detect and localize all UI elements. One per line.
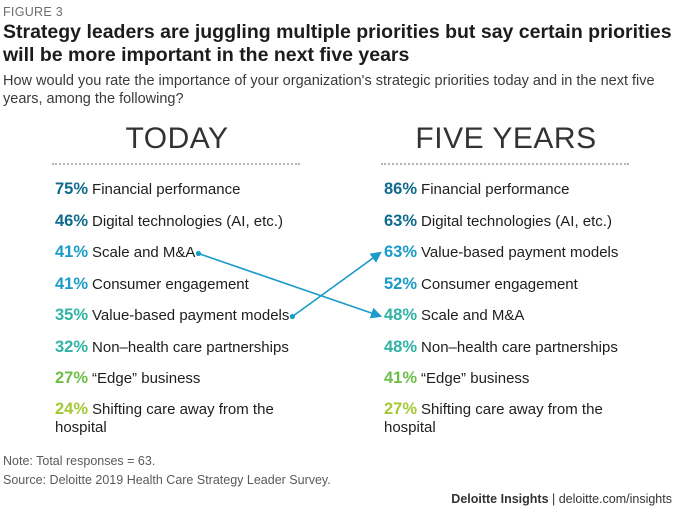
priority-percent: 52% bbox=[384, 275, 418, 293]
priority-percent: 27% bbox=[55, 369, 89, 387]
priority-item-today: 46% Digital technologies (AI, etc.) bbox=[55, 212, 325, 231]
priority-label: Value-based payment models bbox=[92, 307, 290, 324]
priority-label: “Edge” business bbox=[92, 370, 201, 387]
source-text: Source: Deloitte 2019 Health Care Strate… bbox=[3, 473, 331, 487]
column-header-today: TODAY bbox=[125, 122, 229, 155]
note-text: Note: Total responses = 63. bbox=[3, 454, 156, 468]
priority-item-today: 41% Scale and M&A bbox=[55, 243, 325, 262]
priority-item-today: 35% Value-based payment models bbox=[55, 306, 325, 325]
priority-percent: 63% bbox=[384, 243, 418, 261]
priority-item-five-years: 48% Non–health care partnerships bbox=[384, 338, 654, 357]
priority-item-five-years: 48% Scale and M&A bbox=[384, 306, 654, 325]
credit-brand: Deloitte Insights bbox=[451, 492, 549, 506]
priority-item-today: 32% Non–health care partnerships bbox=[55, 338, 325, 357]
priority-item-five-years: 27% Shifting care away from the hospital bbox=[384, 400, 654, 437]
priority-percent: 48% bbox=[384, 306, 418, 324]
priority-label: Shifting care away from the hospital bbox=[55, 401, 274, 436]
priority-percent: 41% bbox=[55, 275, 89, 293]
priority-label: Non–health care partnerships bbox=[421, 339, 618, 356]
priority-label: Digital technologies (AI, etc.) bbox=[92, 213, 283, 230]
priority-label: “Edge” business bbox=[421, 370, 530, 387]
chart-subtitle: How would you rate the importance of you… bbox=[3, 73, 655, 107]
priority-percent: 63% bbox=[384, 212, 418, 230]
priority-item-five-years: 63% Value-based payment models bbox=[384, 243, 654, 262]
priority-item-five-years: 41% “Edge” business bbox=[384, 369, 654, 388]
priority-label: Digital technologies (AI, etc.) bbox=[421, 213, 612, 230]
priority-label: Scale and M&A bbox=[92, 244, 196, 261]
priority-label: Value-based payment models bbox=[421, 244, 619, 261]
chart-title: Strategy leaders are juggling multiple p… bbox=[3, 21, 672, 66]
priority-label: Non–health care partnerships bbox=[92, 339, 289, 356]
credit-line: Deloitte Insights | deloitte.com/insight… bbox=[451, 492, 672, 506]
priority-item-today: 41% Consumer engagement bbox=[55, 275, 325, 294]
priority-label: Financial performance bbox=[92, 181, 241, 198]
ranking-change-arrow bbox=[291, 251, 382, 318]
ranking-change-arrow bbox=[198, 252, 383, 319]
figure-label: FIGURE 3 bbox=[3, 5, 64, 19]
priority-item-today: 24% Shifting care away from the hospital bbox=[55, 400, 325, 437]
priority-percent: 75% bbox=[55, 180, 89, 198]
priority-percent: 86% bbox=[384, 180, 418, 198]
priority-item-today: 27% “Edge” business bbox=[55, 369, 325, 388]
priority-percent: 32% bbox=[55, 338, 89, 356]
priority-item-five-years: 63% Digital technologies (AI, etc.) bbox=[384, 212, 654, 231]
priority-label: Shifting care away from the hospital bbox=[384, 401, 603, 436]
priority-label: Scale and M&A bbox=[421, 307, 525, 324]
dotted-divider-today bbox=[52, 163, 300, 165]
credit-site: deloitte.com/insights bbox=[558, 492, 672, 506]
priority-item-five-years: 86% Financial performance bbox=[384, 180, 654, 199]
credit-separator: | bbox=[548, 492, 559, 506]
priority-percent: 46% bbox=[55, 212, 89, 230]
dotted-divider-five-years bbox=[381, 163, 629, 165]
priority-item-today: 75% Financial performance bbox=[55, 180, 325, 199]
priority-percent: 35% bbox=[55, 306, 89, 324]
priority-label: Consumer engagement bbox=[421, 276, 578, 293]
priority-percent: 27% bbox=[384, 400, 418, 418]
priority-label: Financial performance bbox=[421, 181, 570, 198]
priority-percent: 41% bbox=[384, 369, 418, 387]
priority-percent: 41% bbox=[55, 243, 89, 261]
priority-percent: 24% bbox=[55, 400, 89, 418]
priority-label: Consumer engagement bbox=[92, 276, 249, 293]
priority-item-five-years: 52% Consumer engagement bbox=[384, 275, 654, 294]
priority-percent: 48% bbox=[384, 338, 418, 356]
column-header-five-years: FIVE YEARS bbox=[415, 122, 597, 155]
